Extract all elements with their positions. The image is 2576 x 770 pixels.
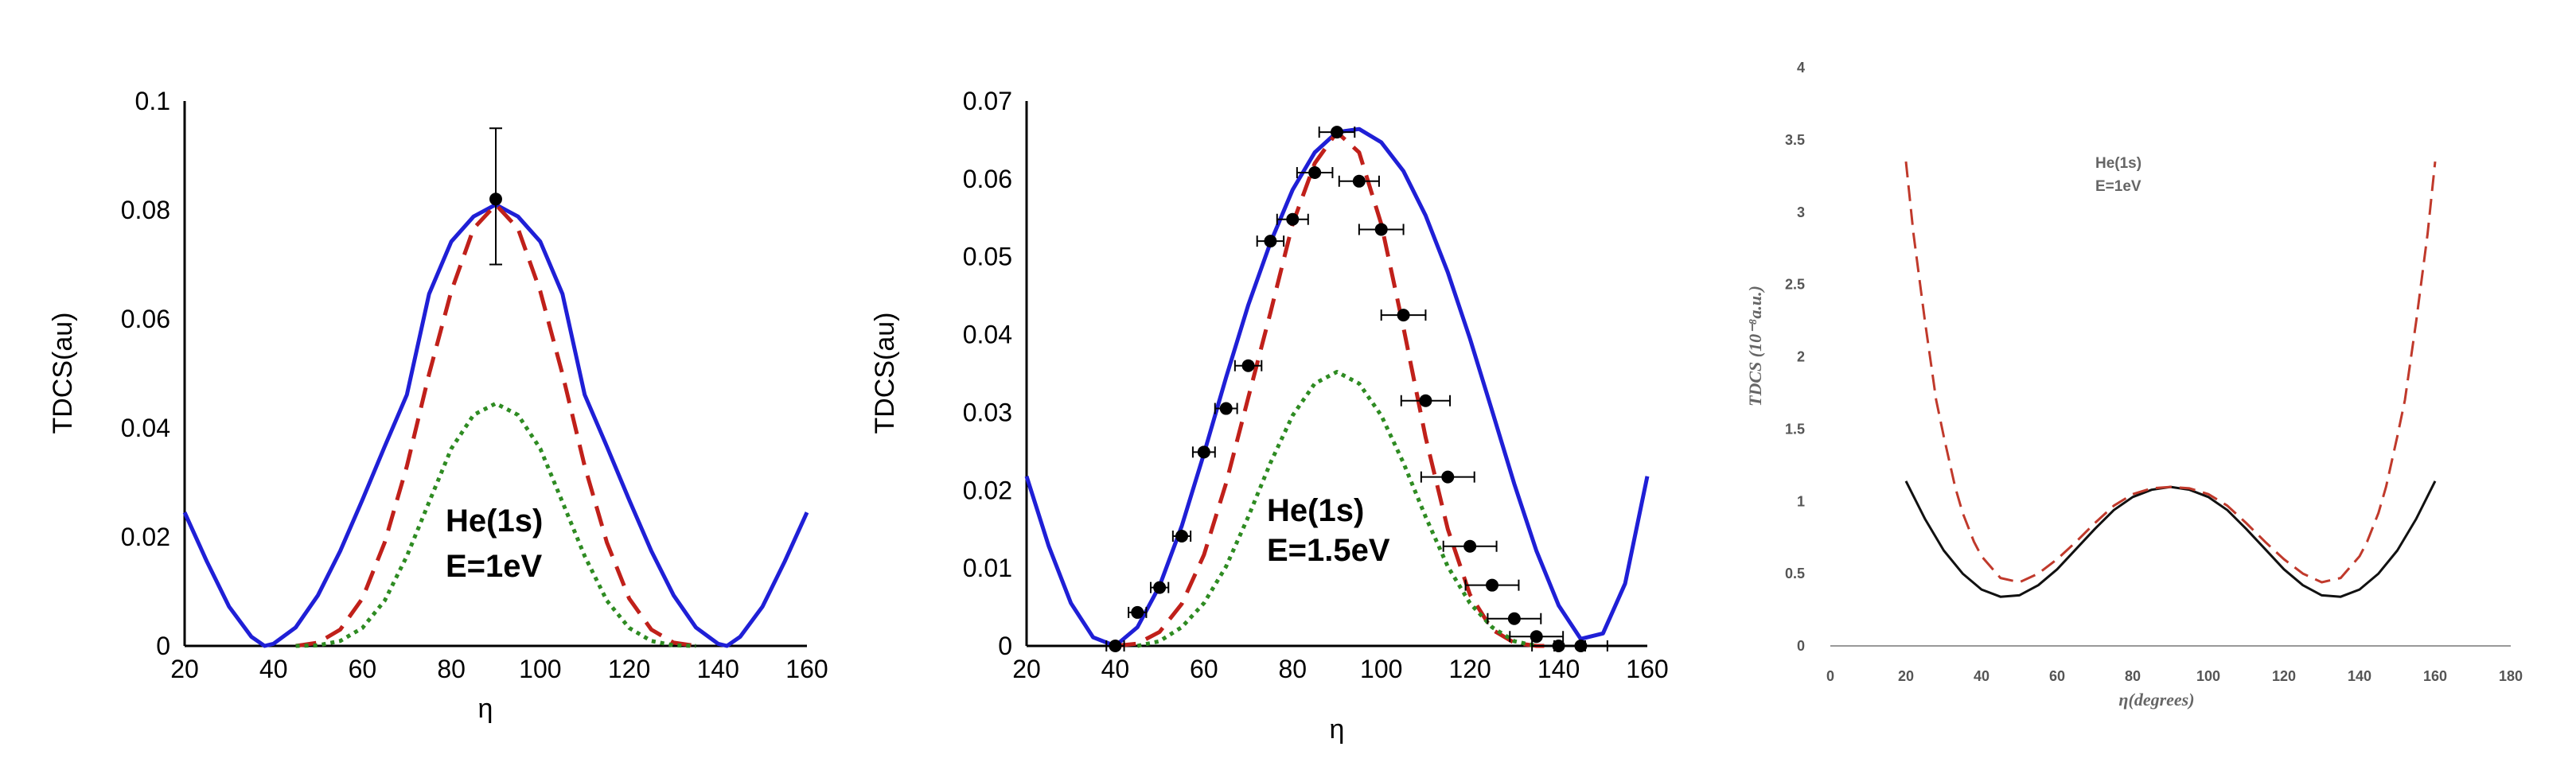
x-tick-label: 60: [1190, 655, 1218, 683]
series-line-dashed: [1115, 130, 1559, 648]
chart-panel-3: 00.511.522.533.540 20 40 60 80 100 120 140 160 18…: [1745, 60, 2523, 710]
x-tick-label: 80: [1278, 655, 1307, 683]
x-tick-label: 120: [2272, 668, 2296, 684]
y-tick-label: 2: [1797, 349, 1805, 365]
x-tick-label: 60: [349, 655, 377, 683]
y-tick-label: 0.02: [121, 523, 170, 551]
annotation-line: He(1s): [1267, 493, 1364, 528]
x-tick-label: 140: [697, 655, 739, 683]
x-tick-label: 160: [2423, 668, 2447, 684]
y-tick-label: 3.5: [1785, 132, 1805, 148]
y-axis-title: TDCS(au): [870, 312, 900, 434]
series-line-dashed: [295, 202, 696, 648]
data-point: [1530, 630, 1543, 644]
data-point: [1153, 581, 1167, 594]
data-point: [1419, 394, 1432, 407]
data-point: [1374, 223, 1388, 236]
y-tick-label: 0: [156, 632, 170, 660]
y-tick-label: 0.02: [963, 476, 1012, 504]
y-tick-label: 2.5: [1785, 277, 1805, 293]
data-point: [1574, 640, 1588, 652]
y-tick-label: 0.06: [963, 165, 1012, 193]
annotation-line: He(1s): [2095, 155, 2141, 172]
y-tick-label: 1.5: [1785, 421, 1805, 437]
y-tick-label: 3: [1797, 204, 1805, 220]
data-point: [1352, 174, 1366, 188]
y-tick-label: 0.07: [963, 87, 1012, 115]
y-axis-title: TDCS (10⁻⁸a.u.): [1745, 286, 1765, 406]
data-point: [1175, 530, 1188, 543]
x-tick-label: 20: [1898, 668, 1914, 684]
chart-panel-2: 0 0.01 0.02 0.03 0.04 0.05 0.06 0.07 20 40 60 80 100…: [870, 87, 1669, 745]
annotation-line: E=1eV: [446, 549, 543, 584]
x-tick-label: 140: [1537, 655, 1580, 683]
x-tick-label: 120: [608, 655, 650, 683]
y-tick-label: 0.04: [121, 414, 170, 442]
x-axis-title: η(degrees): [2118, 690, 2194, 710]
y-tick-label: 0.04: [963, 321, 1012, 349]
y-tick-label: 4: [1797, 60, 1805, 76]
x-tick-label: 40: [1974, 668, 1989, 684]
y-tick-label: 1: [1797, 493, 1805, 509]
y-tick-label: 0: [998, 632, 1012, 660]
y-tick-label: 0.5: [1785, 566, 1805, 581]
x-tick-label: 40: [259, 655, 288, 683]
y-tick-label: 0.01: [963, 554, 1012, 582]
data-point: [1197, 445, 1210, 459]
chart-panel-1: 0 0.02 0.04 0.06 0.08 0.1 20 40 60 80 100 120 140 160…: [48, 87, 828, 724]
x-tick-label: 100: [519, 655, 561, 683]
y-axis-title: TDCS(au): [48, 312, 78, 434]
data-point: [1264, 235, 1277, 248]
series-line-dotted: [1136, 370, 1537, 648]
annotation-line: E=1eV: [2095, 178, 2141, 195]
y-tick-label: 0.08: [121, 196, 170, 224]
series-line-solid: [1904, 480, 2437, 598]
data-point: [1441, 470, 1455, 484]
data-point: [1131, 605, 1144, 619]
data-point: [1331, 126, 1343, 139]
y-tick-label: 0: [1797, 638, 1805, 654]
y-tick-label: 0.05: [963, 243, 1012, 271]
x-axis-title: η: [1330, 714, 1345, 745]
y-tick-label: 0.1: [135, 87, 170, 115]
data-point: [1109, 640, 1122, 652]
data-point: [1286, 212, 1300, 226]
data-point: [1241, 359, 1255, 372]
x-tick-label: 40: [1101, 655, 1130, 683]
data-point: [1486, 578, 1498, 592]
x-axis-title: η: [478, 694, 493, 724]
series-line-dotted: [295, 401, 696, 648]
y-tick-label: 0.06: [121, 305, 170, 333]
data-point: [1397, 309, 1410, 322]
x-tick-label: 0: [1826, 668, 1834, 684]
series-line-dashed: [1904, 161, 2437, 584]
y-tick-label: 0.03: [963, 398, 1012, 426]
x-tick-label: 120: [1448, 655, 1491, 683]
data-point: [1308, 166, 1322, 180]
x-tick-label: 20: [1012, 655, 1041, 683]
data-point: [1219, 402, 1233, 415]
x-tick-label: 100: [2196, 668, 2220, 684]
data-point: [1463, 539, 1477, 553]
x-tick-label: 160: [785, 655, 828, 683]
data-point: [1507, 612, 1521, 625]
x-tick-label: 160: [1626, 655, 1668, 683]
annotation-line: He(1s): [446, 504, 543, 539]
x-tick-label: 80: [437, 655, 466, 683]
x-tick-label: 100: [1360, 655, 1402, 683]
x-tick-label: 180: [2499, 668, 2523, 684]
series-line-solid: [1024, 126, 1650, 648]
x-tick-label: 140: [2348, 668, 2371, 684]
data-point: [489, 192, 502, 206]
annotation-line: E=1.5eV: [1267, 533, 1390, 568]
x-tick-label: 60: [2049, 668, 2065, 684]
x-tick-label: 80: [2125, 668, 2141, 684]
x-tick-label: 20: [170, 655, 199, 683]
